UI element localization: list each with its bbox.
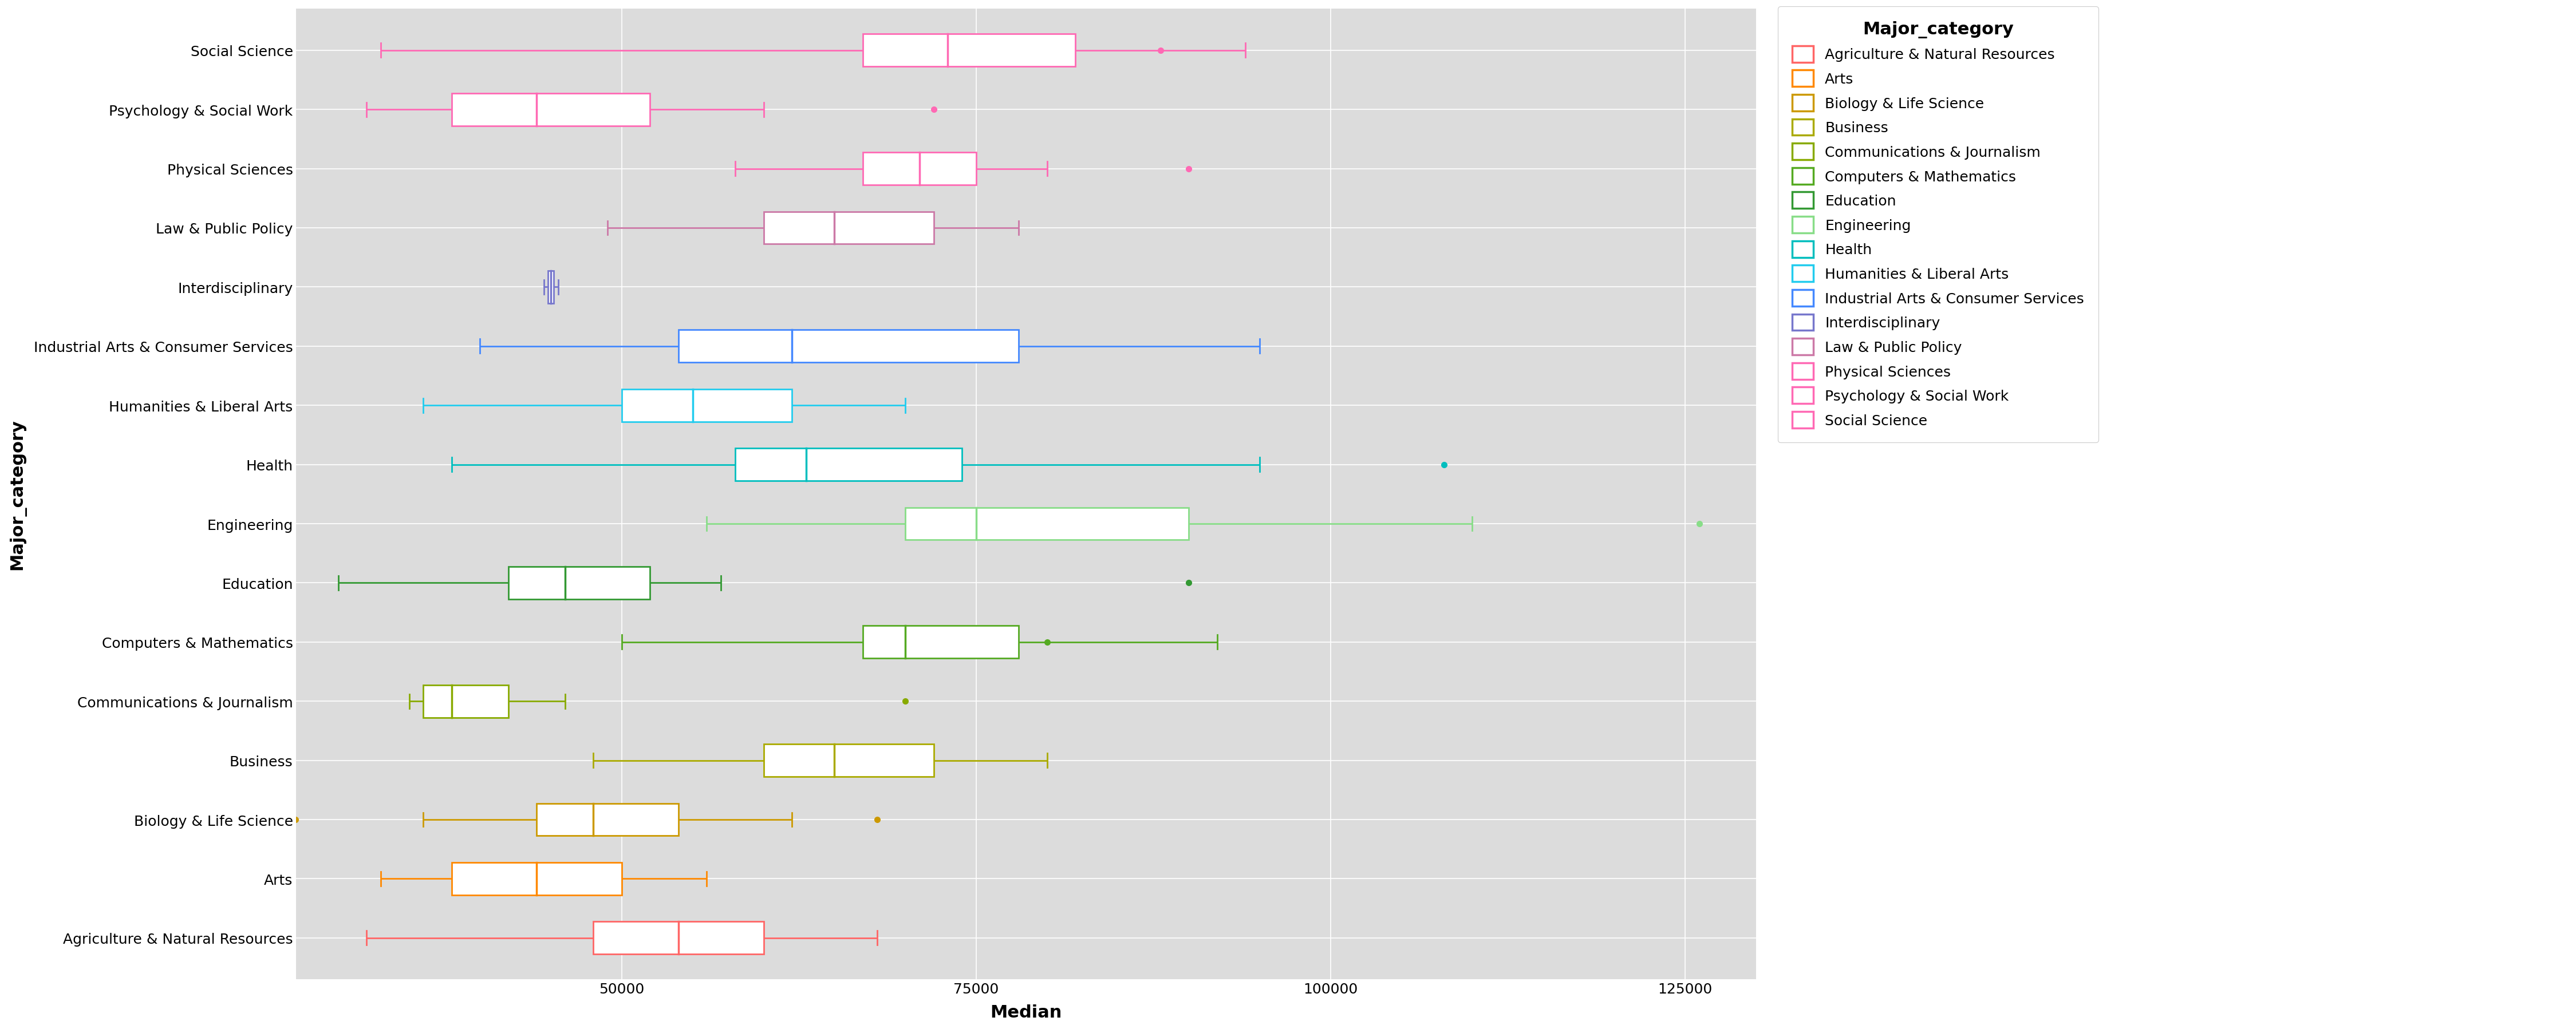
Bar [592,922,762,954]
X-axis label: Median: Median [989,1004,1061,1021]
Y-axis label: Major_category: Major_category [8,419,26,570]
Bar [422,685,507,717]
Bar [451,94,649,127]
Bar [734,449,961,482]
Bar [863,626,1018,659]
Bar [677,330,1018,363]
Bar [549,271,554,304]
Bar [762,212,933,245]
Bar [863,152,976,185]
Bar [863,35,1074,67]
Bar [451,862,621,895]
Bar [762,744,933,777]
Bar [507,567,649,599]
Bar [904,507,1188,540]
Bar [536,804,677,836]
Bar [621,389,791,422]
Legend: Agriculture & Natural Resources, Arts, Biology & Life Science, Business, Communi: Agriculture & Natural Resources, Arts, B… [1777,7,2099,442]
